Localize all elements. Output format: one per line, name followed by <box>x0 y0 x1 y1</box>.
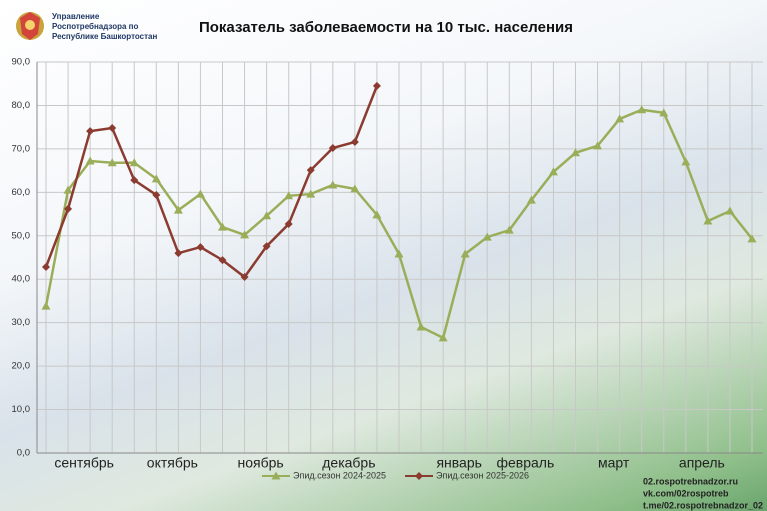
marker <box>681 157 691 166</box>
y-tick-label: 90,0 <box>12 57 31 68</box>
y-tick-label: 30,0 <box>12 317 31 328</box>
marker <box>372 81 381 90</box>
marker <box>659 108 669 117</box>
marker <box>85 156 95 165</box>
marker <box>593 141 603 150</box>
marker <box>129 158 139 167</box>
marker <box>240 273 249 282</box>
marker <box>262 242 271 251</box>
marker <box>41 301 51 310</box>
marker <box>42 263 50 272</box>
org-line: Республике Башкортостан <box>52 32 157 41</box>
marker <box>218 222 227 231</box>
marker <box>284 191 294 200</box>
marker <box>394 249 404 258</box>
legend-label: Эпид.сезон 2025-2026 <box>436 470 529 480</box>
marker <box>195 189 205 198</box>
marker <box>482 232 492 241</box>
x-tick-label: январь <box>436 455 481 471</box>
marker <box>526 195 536 204</box>
marker <box>548 167 558 176</box>
marker <box>637 105 647 114</box>
y-tick-label: 70,0 <box>12 143 31 154</box>
x-tick-label: сентябрь <box>54 455 114 471</box>
marker <box>350 184 360 193</box>
marker <box>240 230 250 239</box>
org-line: Роспотребнадзора по <box>52 22 138 31</box>
marker <box>173 205 183 214</box>
x-tick-label: апрель <box>679 455 725 471</box>
y-tick-label: 10,0 <box>12 404 31 415</box>
marker <box>196 243 205 252</box>
y-tick-label: 0,0 <box>17 448 30 459</box>
marker <box>152 190 161 199</box>
marker <box>460 249 470 258</box>
marker <box>218 256 227 265</box>
marker <box>284 220 293 229</box>
marker <box>108 124 117 133</box>
marker <box>130 176 139 185</box>
x-tick-label: декабрь <box>322 455 375 471</box>
legend-marker <box>271 471 281 480</box>
legend-marker <box>415 472 423 480</box>
marker <box>262 211 272 220</box>
marker <box>571 148 580 157</box>
x-tick-label: февраль <box>496 455 554 471</box>
marker <box>747 234 757 243</box>
marker <box>416 322 426 331</box>
marker <box>438 333 448 342</box>
marker <box>306 166 315 175</box>
marker <box>703 216 713 225</box>
chart-title: Показатель заболеваемости на 10 тыс. нас… <box>199 19 573 36</box>
marker <box>328 144 337 153</box>
legend-label: Эпид.сезон 2024-2025 <box>293 470 386 480</box>
series-line <box>44 85 379 279</box>
marker <box>504 225 514 234</box>
footer-link: vk.com/02rospotreb <box>643 488 729 498</box>
org-line: Управление <box>52 12 100 21</box>
marker <box>174 249 183 258</box>
marker <box>64 204 73 213</box>
y-tick-label: 50,0 <box>12 230 31 241</box>
y-tick-label: 40,0 <box>12 274 31 285</box>
logo <box>16 12 44 40</box>
marker <box>151 174 161 183</box>
marker <box>372 210 382 219</box>
marker <box>107 158 117 167</box>
marker <box>86 127 95 136</box>
y-tick-label: 80,0 <box>12 100 31 111</box>
y-tick-label: 60,0 <box>12 187 31 198</box>
x-tick-label: март <box>598 455 630 471</box>
marker <box>63 185 73 194</box>
y-tick-label: 20,0 <box>12 361 31 372</box>
marker <box>328 180 338 189</box>
marker <box>615 114 625 123</box>
footer-link: t.me/02.rospotrebnadzor_02 <box>643 500 763 510</box>
marker <box>350 137 359 146</box>
marker <box>725 206 735 215</box>
footer-link: 02.rospotrebnadzor.ru <box>643 476 738 486</box>
marker <box>306 189 316 198</box>
x-tick-label: октябрь <box>147 455 198 471</box>
x-tick-label: ноябрь <box>238 455 284 471</box>
